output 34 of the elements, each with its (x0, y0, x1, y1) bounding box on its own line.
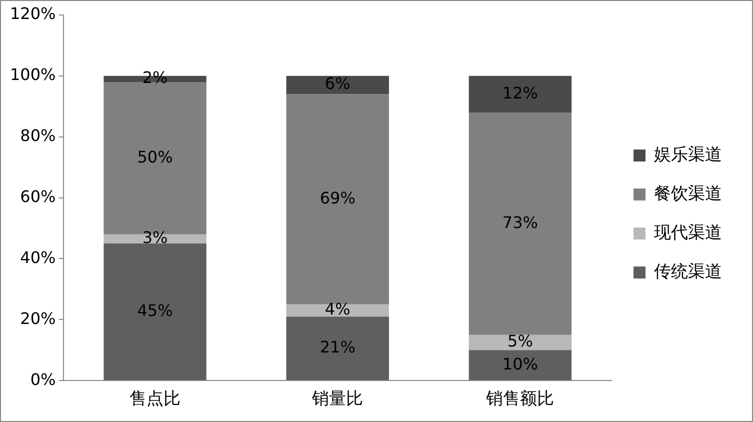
bar (468, 112, 572, 335)
bar (286, 94, 389, 304)
data-label: 10% (502, 354, 538, 374)
legend-label: 传统渠道 (654, 262, 722, 282)
data-label: 5% (508, 332, 533, 351)
data-label: 21% (320, 338, 356, 357)
bar (286, 304, 389, 317)
bar (286, 316, 389, 380)
y-tick-label: 0% (30, 370, 56, 389)
y-tick-label: 60% (20, 186, 56, 206)
data-label: 73% (502, 212, 538, 232)
bar (286, 76, 389, 94)
y-tick-label: 120% (10, 4, 56, 24)
data-label: 45% (137, 300, 173, 320)
data-label: 6% (324, 74, 350, 94)
data-label: 3% (142, 228, 168, 248)
x-tick-label: 销售额比 (485, 389, 554, 410)
y-tick-label: 40% (20, 248, 56, 267)
y-tick-label: 20% (20, 308, 56, 328)
bar (468, 350, 572, 380)
legend-label: 娱乐渠道 (654, 144, 722, 165)
x-tick-label: 售点比 (130, 389, 181, 410)
x-tick-label: 销量比 (311, 389, 364, 410)
legend-label: 现代渠道 (654, 222, 722, 243)
data-label: 12% (502, 83, 538, 102)
bar (104, 244, 206, 380)
data-label: 4% (324, 300, 350, 319)
bar (468, 76, 572, 112)
legend-label: 餐饮渠道 (654, 184, 722, 204)
y-tick-label: 80% (20, 126, 56, 146)
y-tick-label: 100% (10, 65, 56, 84)
data-label: 50% (137, 147, 173, 166)
data-label: 69% (320, 188, 356, 208)
bar (468, 334, 572, 350)
